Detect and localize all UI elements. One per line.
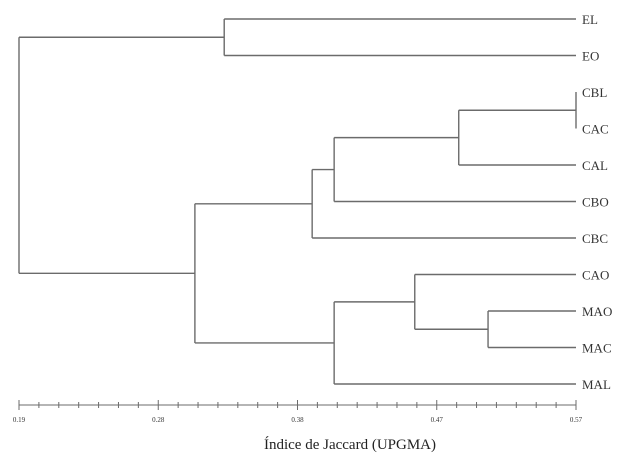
x-tick-label: 0.19 xyxy=(13,416,26,424)
leaf-label: MAO xyxy=(582,304,612,319)
leaf-label: CBO xyxy=(582,195,609,210)
leaf-label: EL xyxy=(582,12,598,27)
leaf-label: MAC xyxy=(582,341,612,356)
x-tick-label: 0.38 xyxy=(291,416,304,424)
leaf-label: MAL xyxy=(582,377,611,392)
leaf-label: CBC xyxy=(582,231,608,246)
leaf-label: EO xyxy=(582,49,599,64)
leaf-label: CAC xyxy=(582,122,609,137)
x-axis-title: Índice de Jaccard (UPGMA) xyxy=(263,437,437,453)
leaf-label: CBL xyxy=(582,85,607,100)
x-tick-label: 0.47 xyxy=(431,416,444,424)
leaf-label: CAL xyxy=(582,158,608,173)
leaf-label: CAO xyxy=(582,268,609,283)
x-tick-label: 0.57 xyxy=(570,416,583,424)
x-axis: 0.19 0.28 0.38 0.47 0.57 xyxy=(13,400,583,424)
dendrogram-branches xyxy=(18,18,577,385)
x-tick-label: 0.28 xyxy=(152,416,165,424)
leaf-labels: EL EO CBL CAC CAL CBO CBC CAO MAO MAC MAL xyxy=(582,12,612,392)
